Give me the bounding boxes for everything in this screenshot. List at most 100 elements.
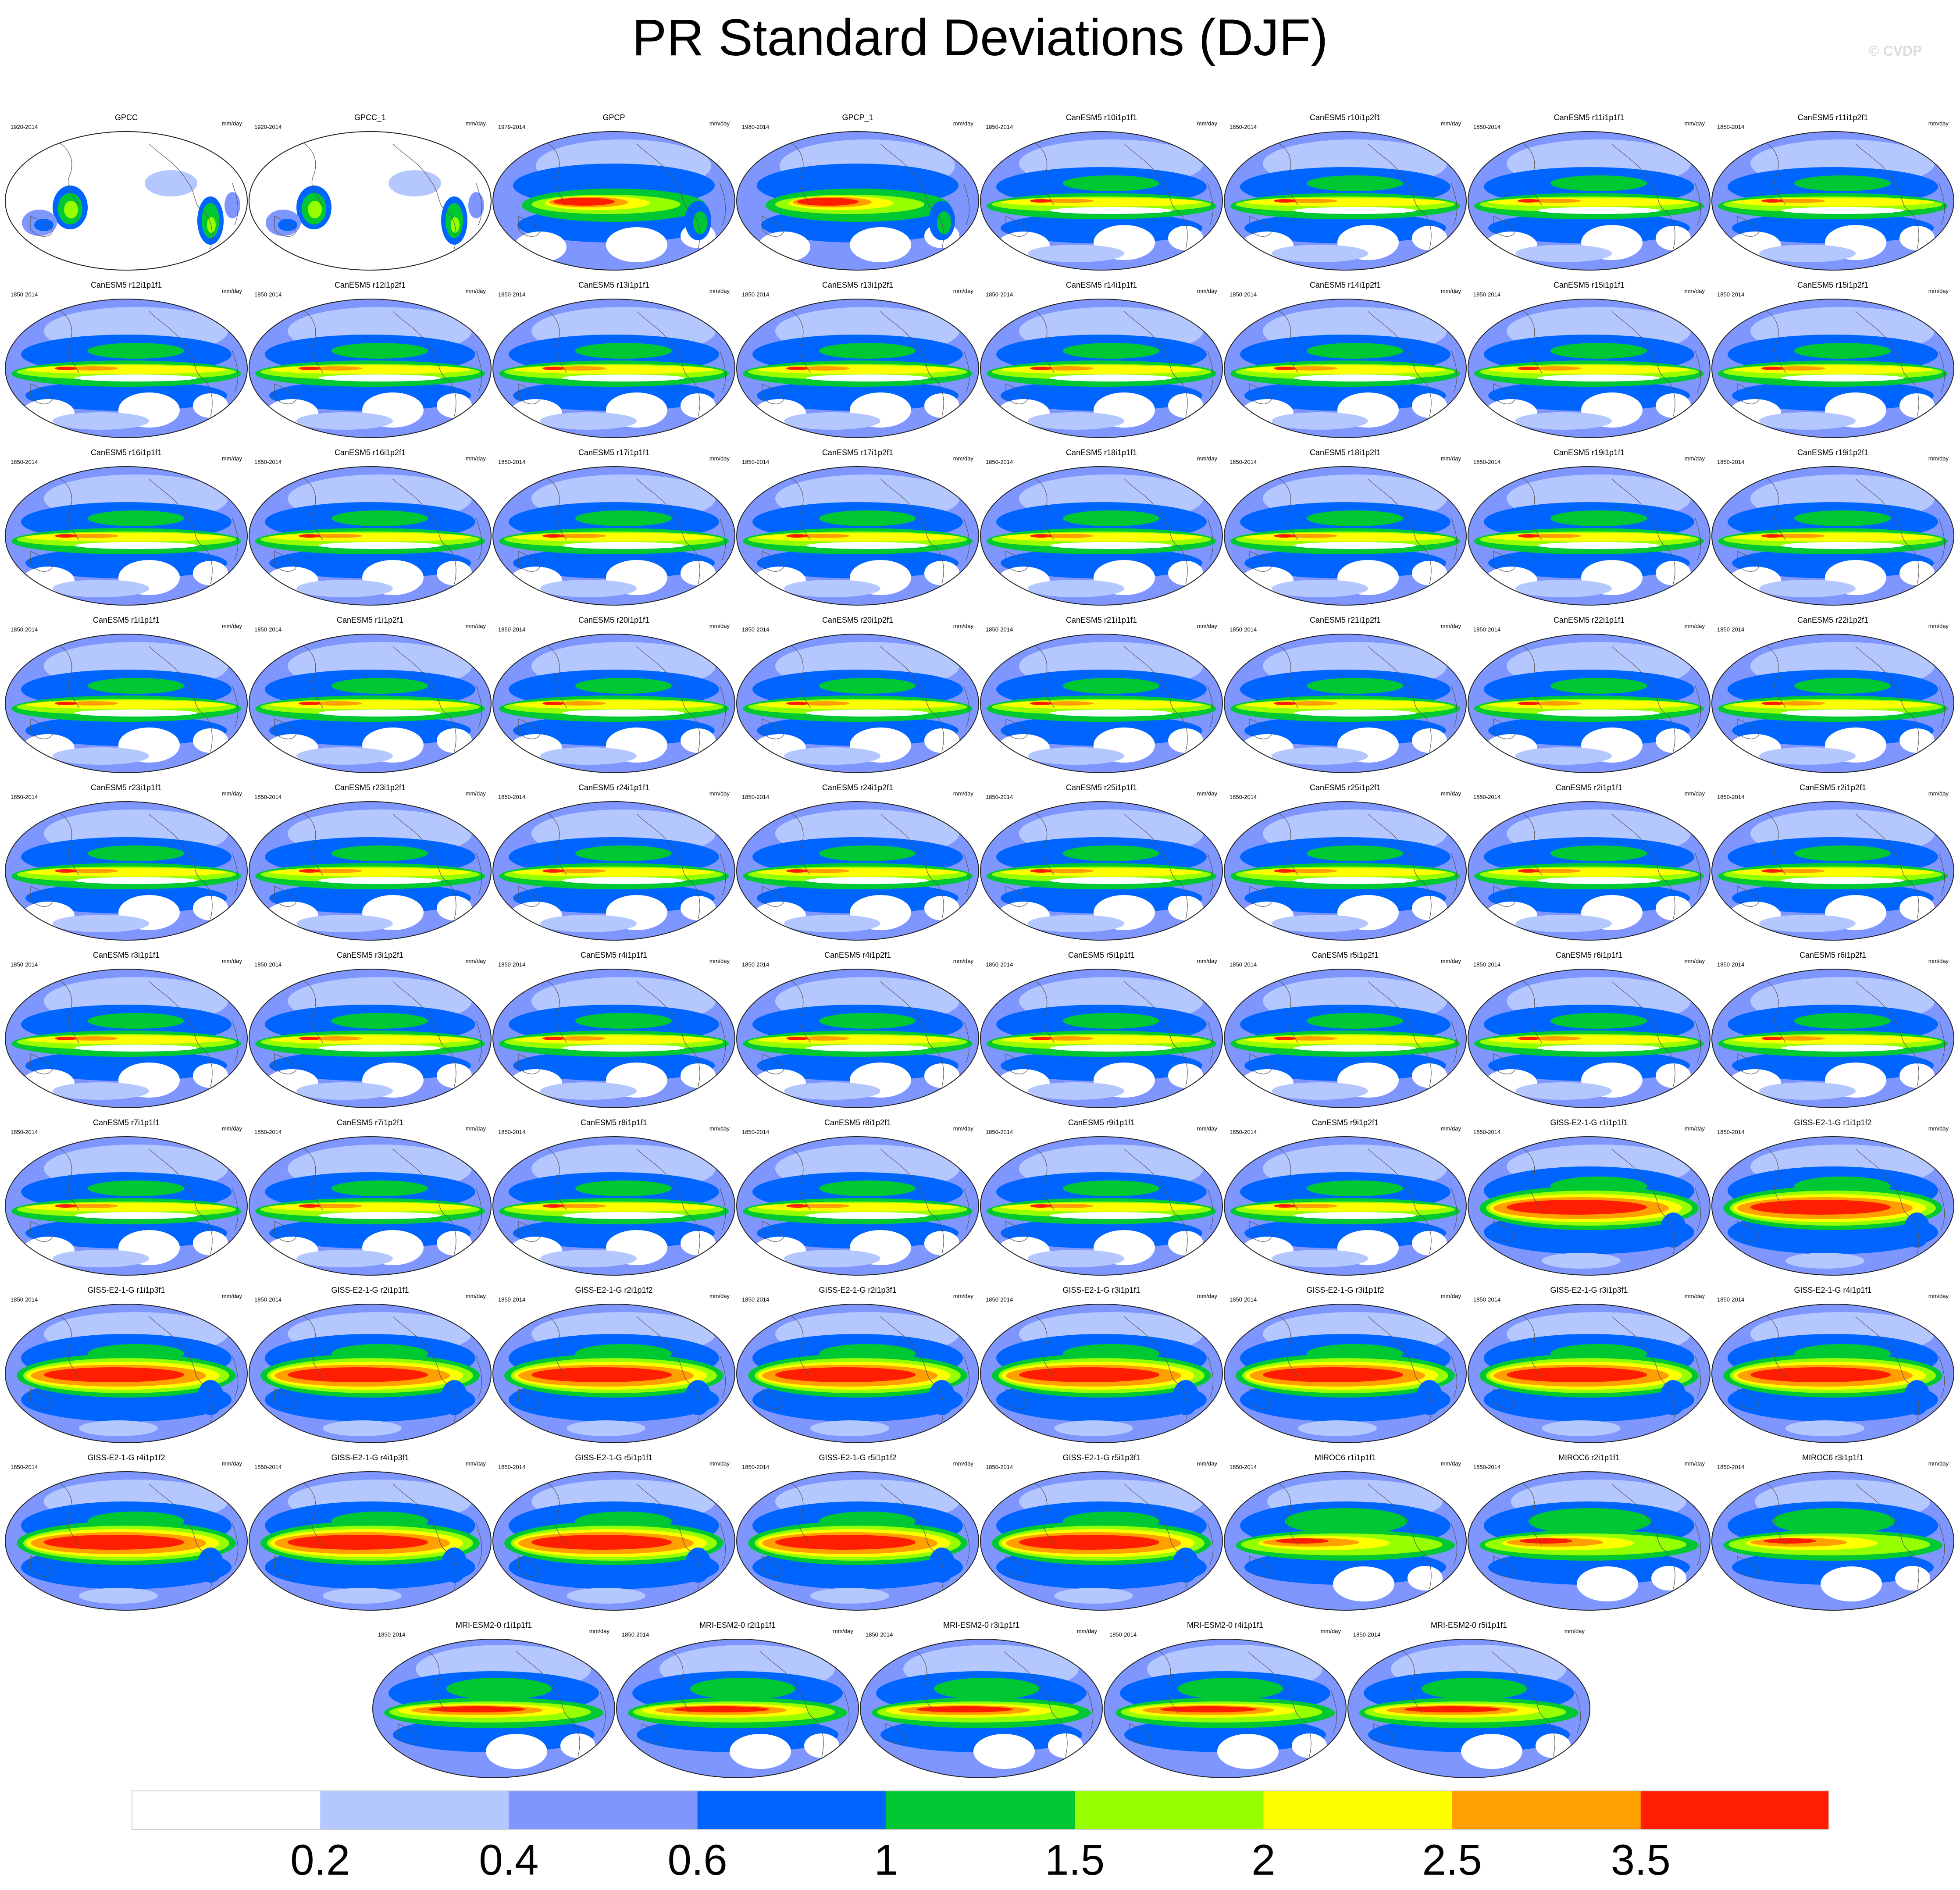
panel-units: mm/day (1684, 1460, 1705, 1467)
coastline (1249, 476, 1458, 585)
map-panel: GPCP_1 1980-2014 mm/day (736, 113, 980, 276)
precip-std-map (1223, 131, 1467, 271)
contour-region (1294, 1045, 1416, 1052)
contour-region (55, 367, 77, 370)
panel-years: 1980-2014 (742, 124, 770, 130)
panel-units: mm/day (221, 1125, 242, 1132)
contour-region (1001, 700, 1202, 709)
coastline (1737, 644, 1945, 752)
map-panel: GPCC_1 1920-2014 mm/day (248, 113, 492, 276)
contour-region (690, 1678, 795, 1700)
contour-region (53, 915, 149, 932)
map-outline (492, 1304, 735, 1443)
contour-region (437, 896, 472, 920)
map-outline (5, 969, 248, 1108)
map-outline (980, 131, 1223, 271)
panel-years: 1850-2014 (742, 961, 770, 968)
panel-units: mm/day (833, 1628, 853, 1634)
precip-std-map (492, 1471, 736, 1611)
contour-region (553, 1204, 606, 1208)
contour-region (1001, 533, 1202, 542)
panel-units: mm/day (465, 1293, 486, 1299)
contour-region (1172, 1548, 1199, 1583)
panel-years: 1920-2014 (11, 124, 38, 130)
panel-years: 1850-2014 (1473, 1296, 1501, 1303)
map-panel: CanESM5 r8i1p1f1 1850-2014 mm/day (492, 1118, 736, 1281)
contour-region (562, 1212, 685, 1219)
panel-years: 1850-2014 (11, 1296, 38, 1303)
contour-region (1285, 1036, 1337, 1041)
panel-years: 1850-2014 (986, 124, 1013, 130)
contour-region (193, 1231, 228, 1255)
map-panel: CanESM5 r25i1p1f1 1850-2014 mm/day (980, 783, 1223, 946)
precip-std-map (1467, 466, 1711, 606)
contour-region (75, 374, 197, 382)
panel-title: CanESM5 r15i1p1f1 (1553, 281, 1625, 289)
panel-title: CanESM5 r11i1p2f1 (1797, 113, 1868, 122)
map-outline (1224, 1136, 1467, 1276)
panel-units: mm/day (465, 623, 486, 629)
contour-region (53, 1082, 149, 1100)
map-panel: CanESM5 r12i1p1f1 1850-2014 mm/day (4, 281, 248, 444)
panel-units: mm/day (709, 120, 730, 127)
contour-region (288, 1535, 428, 1550)
contour-region (44, 1535, 184, 1550)
map-panel: CanESM5 r16i1p1f1 1850-2014 mm/day (4, 448, 248, 611)
panel-years: 1850-2014 (1229, 794, 1257, 800)
contour-region (66, 1036, 118, 1041)
map-outline (492, 801, 735, 941)
panel-units: mm/day (1928, 623, 1949, 629)
contour-region (924, 728, 959, 753)
contour-region (323, 1588, 402, 1604)
contour-region (1028, 580, 1124, 597)
panel-title: CanESM5 r18i1p1f1 (1066, 448, 1137, 457)
precip-std-map (1467, 1136, 1711, 1276)
contour-region (1333, 1566, 1394, 1601)
precip-std-map (1223, 968, 1467, 1109)
contour-region (1656, 1063, 1691, 1088)
coastline (518, 644, 726, 752)
contour-region (296, 412, 393, 430)
panel-units: mm/day (1440, 1293, 1461, 1299)
contour-region (1041, 366, 1094, 371)
contour-region (681, 393, 716, 418)
map-outline (736, 131, 979, 271)
panel-title: MRI-ESM2-0 r5i1p1f1 (1430, 1621, 1507, 1630)
contour-region (75, 1045, 197, 1052)
panel-years: 1850-2014 (1229, 1464, 1257, 1470)
map-panel: MRI-ESM2-0 r2i1p1f1 1850-2014 mm/day (616, 1621, 859, 1784)
contour-region (1030, 869, 1052, 873)
contour-region (1274, 1204, 1296, 1208)
map-outline (1711, 1304, 1954, 1443)
panel-title: GISS-E2-1-G r2i1p3f1 (819, 1286, 897, 1294)
panel-title: CanESM5 r21i1p1f1 (1066, 616, 1137, 624)
precip-std-map (248, 131, 492, 271)
precip-std-map (980, 466, 1223, 606)
panel-units: mm/day (465, 288, 486, 294)
coastline (1737, 476, 1945, 585)
coastline (274, 1146, 482, 1255)
contour-region (75, 710, 197, 717)
panel-title: CanESM5 r10i1p1f1 (1066, 113, 1137, 122)
contour-region (1307, 343, 1403, 359)
contour-region (1518, 534, 1539, 538)
contour-region (1761, 367, 1783, 370)
contour-region (757, 365, 959, 374)
contour-region (1294, 542, 1416, 549)
contour-region (513, 1035, 715, 1044)
contour-region (1063, 1180, 1159, 1196)
map-outline (736, 299, 979, 438)
precip-std-map (859, 1638, 1103, 1779)
panel-years: 1850-2014 (742, 459, 770, 465)
contour-region (1518, 702, 1539, 705)
contour-region (786, 367, 808, 370)
map-outline (1347, 1639, 1590, 1778)
map-panel: GISS-E2-1-G r4i1p3f1 1850-2014 mm/day (248, 1453, 492, 1616)
map-outline (1224, 969, 1467, 1108)
map-panel: CanESM5 r3i1p2f1 1850-2014 mm/day (248, 951, 492, 1114)
contour-region (1550, 343, 1647, 359)
panel-years: 1850-2014 (11, 291, 38, 298)
panel-years: 1850-2014 (11, 794, 38, 800)
map-panel: CanESM5 r25i1p2f1 1850-2014 mm/day (1223, 783, 1467, 946)
panel-title: GISS-E2-1-G r4i1p1f1 (1794, 1286, 1872, 1294)
